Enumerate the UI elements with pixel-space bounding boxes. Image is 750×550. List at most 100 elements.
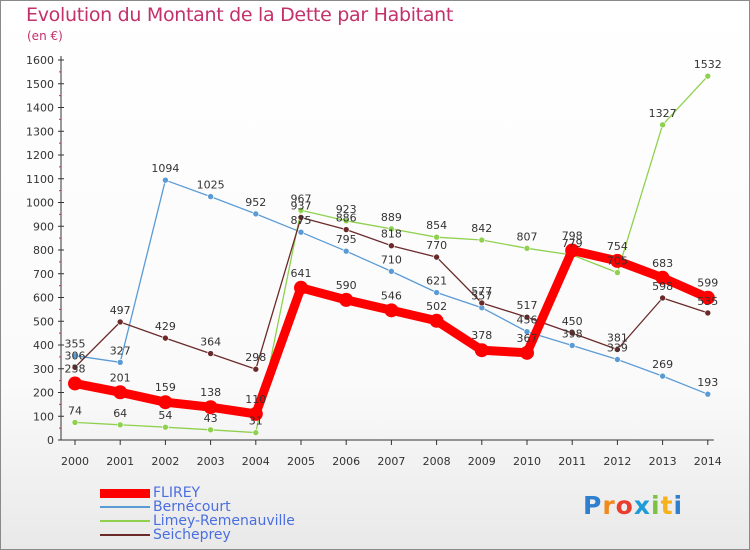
legend-label: Limey-Remenauville [153, 513, 295, 529]
data-point-seicheprey [207, 350, 214, 357]
x-tick-label: 2013 [649, 455, 677, 468]
y-tick-label: 1000 [26, 197, 54, 210]
data-label-seicheprey: 770 [426, 239, 447, 252]
data-label-flirey: 238 [65, 362, 86, 375]
data-label-limey-remenauville: 854 [426, 219, 447, 232]
legend-item: Bernécourt [100, 500, 295, 514]
data-point-seicheprey [614, 346, 621, 353]
data-point-bern-court [162, 176, 169, 184]
x-tick-label: 2010 [513, 455, 541, 468]
data-point-limey-remenauville [207, 426, 214, 434]
data-point-bern-court [433, 289, 440, 296]
x-tick-label: 2007 [377, 455, 405, 468]
data-point-seicheprey [478, 299, 486, 307]
data-point-bern-court [614, 356, 621, 363]
data-label-limey-remenauville: 64 [113, 407, 127, 420]
y-tick-label: 1500 [26, 78, 54, 91]
data-point-limey-remenauville [523, 245, 531, 252]
x-tick-label: 2001 [106, 455, 134, 468]
x-tick-label: 2000 [61, 455, 89, 468]
data-label-bern-court: 269 [652, 358, 673, 371]
data-point-limey-remenauville [297, 207, 305, 214]
data-label-flirey: 590 [336, 279, 357, 292]
data-label-seicheprey: 598 [652, 280, 673, 293]
data-label-limey-remenauville: 1327 [649, 107, 677, 120]
data-label-bern-court: 456 [517, 314, 538, 327]
data-point-limey-remenauville [116, 421, 124, 429]
data-label-bern-court: 398 [562, 327, 583, 340]
data-label-flirey: 599 [697, 277, 718, 290]
data-point-flirey [520, 345, 534, 360]
logo-letter: r [602, 491, 616, 520]
data-point-bern-court [207, 193, 214, 200]
data-point-flirey [474, 343, 489, 358]
data-point-limey-remenauville [162, 423, 169, 431]
y-tick-label: 1100 [26, 173, 54, 186]
data-point-seicheprey [433, 253, 440, 261]
legend-swatch-bernecourt [100, 506, 150, 508]
data-label-limey-remenauville: 923 [336, 203, 357, 216]
data-point-flirey [429, 313, 444, 328]
y-tick-label: 700 [33, 268, 54, 281]
data-point-bern-court [116, 359, 124, 366]
logo-letter: i [673, 491, 684, 520]
data-label-flirey: 683 [652, 257, 673, 270]
data-point-bern-court [568, 342, 576, 349]
data-point-flirey [68, 376, 82, 391]
y-tick-label: 1300 [26, 125, 54, 138]
data-point-flirey [339, 292, 354, 307]
data-point-bern-court [252, 210, 260, 218]
data-label-seicheprey: 535 [697, 295, 718, 308]
data-label-seicheprey: 577 [471, 285, 492, 298]
data-point-bern-court [523, 328, 531, 336]
data-label-limey-remenauville: 43 [204, 412, 218, 425]
x-tick-label: 2004 [242, 455, 270, 468]
x-tick-label: 2008 [423, 455, 451, 468]
data-point-bern-court [388, 268, 395, 275]
x-tick-label: 2009 [468, 455, 496, 468]
data-point-seicheprey [568, 329, 576, 337]
legend-swatch-seicheprey [100, 534, 150, 536]
legend-item: FLIREY [100, 486, 295, 500]
data-label-seicheprey: 429 [155, 320, 176, 333]
y-tick-label: 1200 [26, 149, 54, 162]
data-label-bern-court: 1094 [151, 162, 179, 175]
data-point-limey-remenauville [342, 217, 350, 225]
chart-title: Evolution du Montant de la Dette par Hab… [26, 4, 454, 26]
data-point-seicheprey [116, 318, 124, 326]
data-label-seicheprey: 298 [245, 351, 266, 364]
data-point-limey-remenauville [433, 233, 440, 241]
data-label-flirey: 367 [517, 332, 538, 345]
data-label-flirey: 754 [607, 240, 628, 253]
data-point-seicheprey [342, 226, 350, 233]
chart-subtitle: (en €) [27, 29, 63, 43]
y-tick-label: 1400 [26, 102, 54, 115]
data-label-limey-remenauville: 807 [517, 230, 538, 243]
x-tick-label: 2006 [332, 455, 360, 468]
data-label-flirey: 159 [155, 381, 176, 394]
data-point-limey-remenauville [252, 429, 260, 436]
data-label-limey-remenauville: 842 [471, 222, 492, 235]
logo-letter: o [615, 491, 634, 520]
data-label-limey-remenauville: 31 [249, 415, 263, 428]
data-label-flirey: 201 [110, 371, 131, 384]
x-tick-label: 2002 [151, 455, 179, 468]
data-point-limey-remenauville [478, 236, 486, 244]
data-point-bern-court [659, 372, 666, 380]
data-label-bern-court: 875 [291, 214, 312, 227]
data-label-flirey: 798 [562, 229, 583, 242]
legend-label: Seicheprey [153, 527, 231, 543]
logo-letter: t [660, 491, 674, 520]
y-tick-label: 300 [33, 363, 54, 376]
data-point-seicheprey [659, 294, 666, 302]
x-tick-label: 2011 [558, 455, 586, 468]
data-point-limey-remenauville [659, 121, 666, 129]
y-tick-label: 1600 [26, 54, 54, 67]
data-point-bern-court [342, 247, 350, 255]
data-label-seicheprey: 517 [517, 299, 538, 312]
data-point-bern-court [297, 228, 305, 236]
data-point-flirey [655, 270, 670, 285]
data-label-bern-court: 710 [381, 253, 402, 266]
data-label-limey-remenauville: 74 [68, 404, 82, 417]
